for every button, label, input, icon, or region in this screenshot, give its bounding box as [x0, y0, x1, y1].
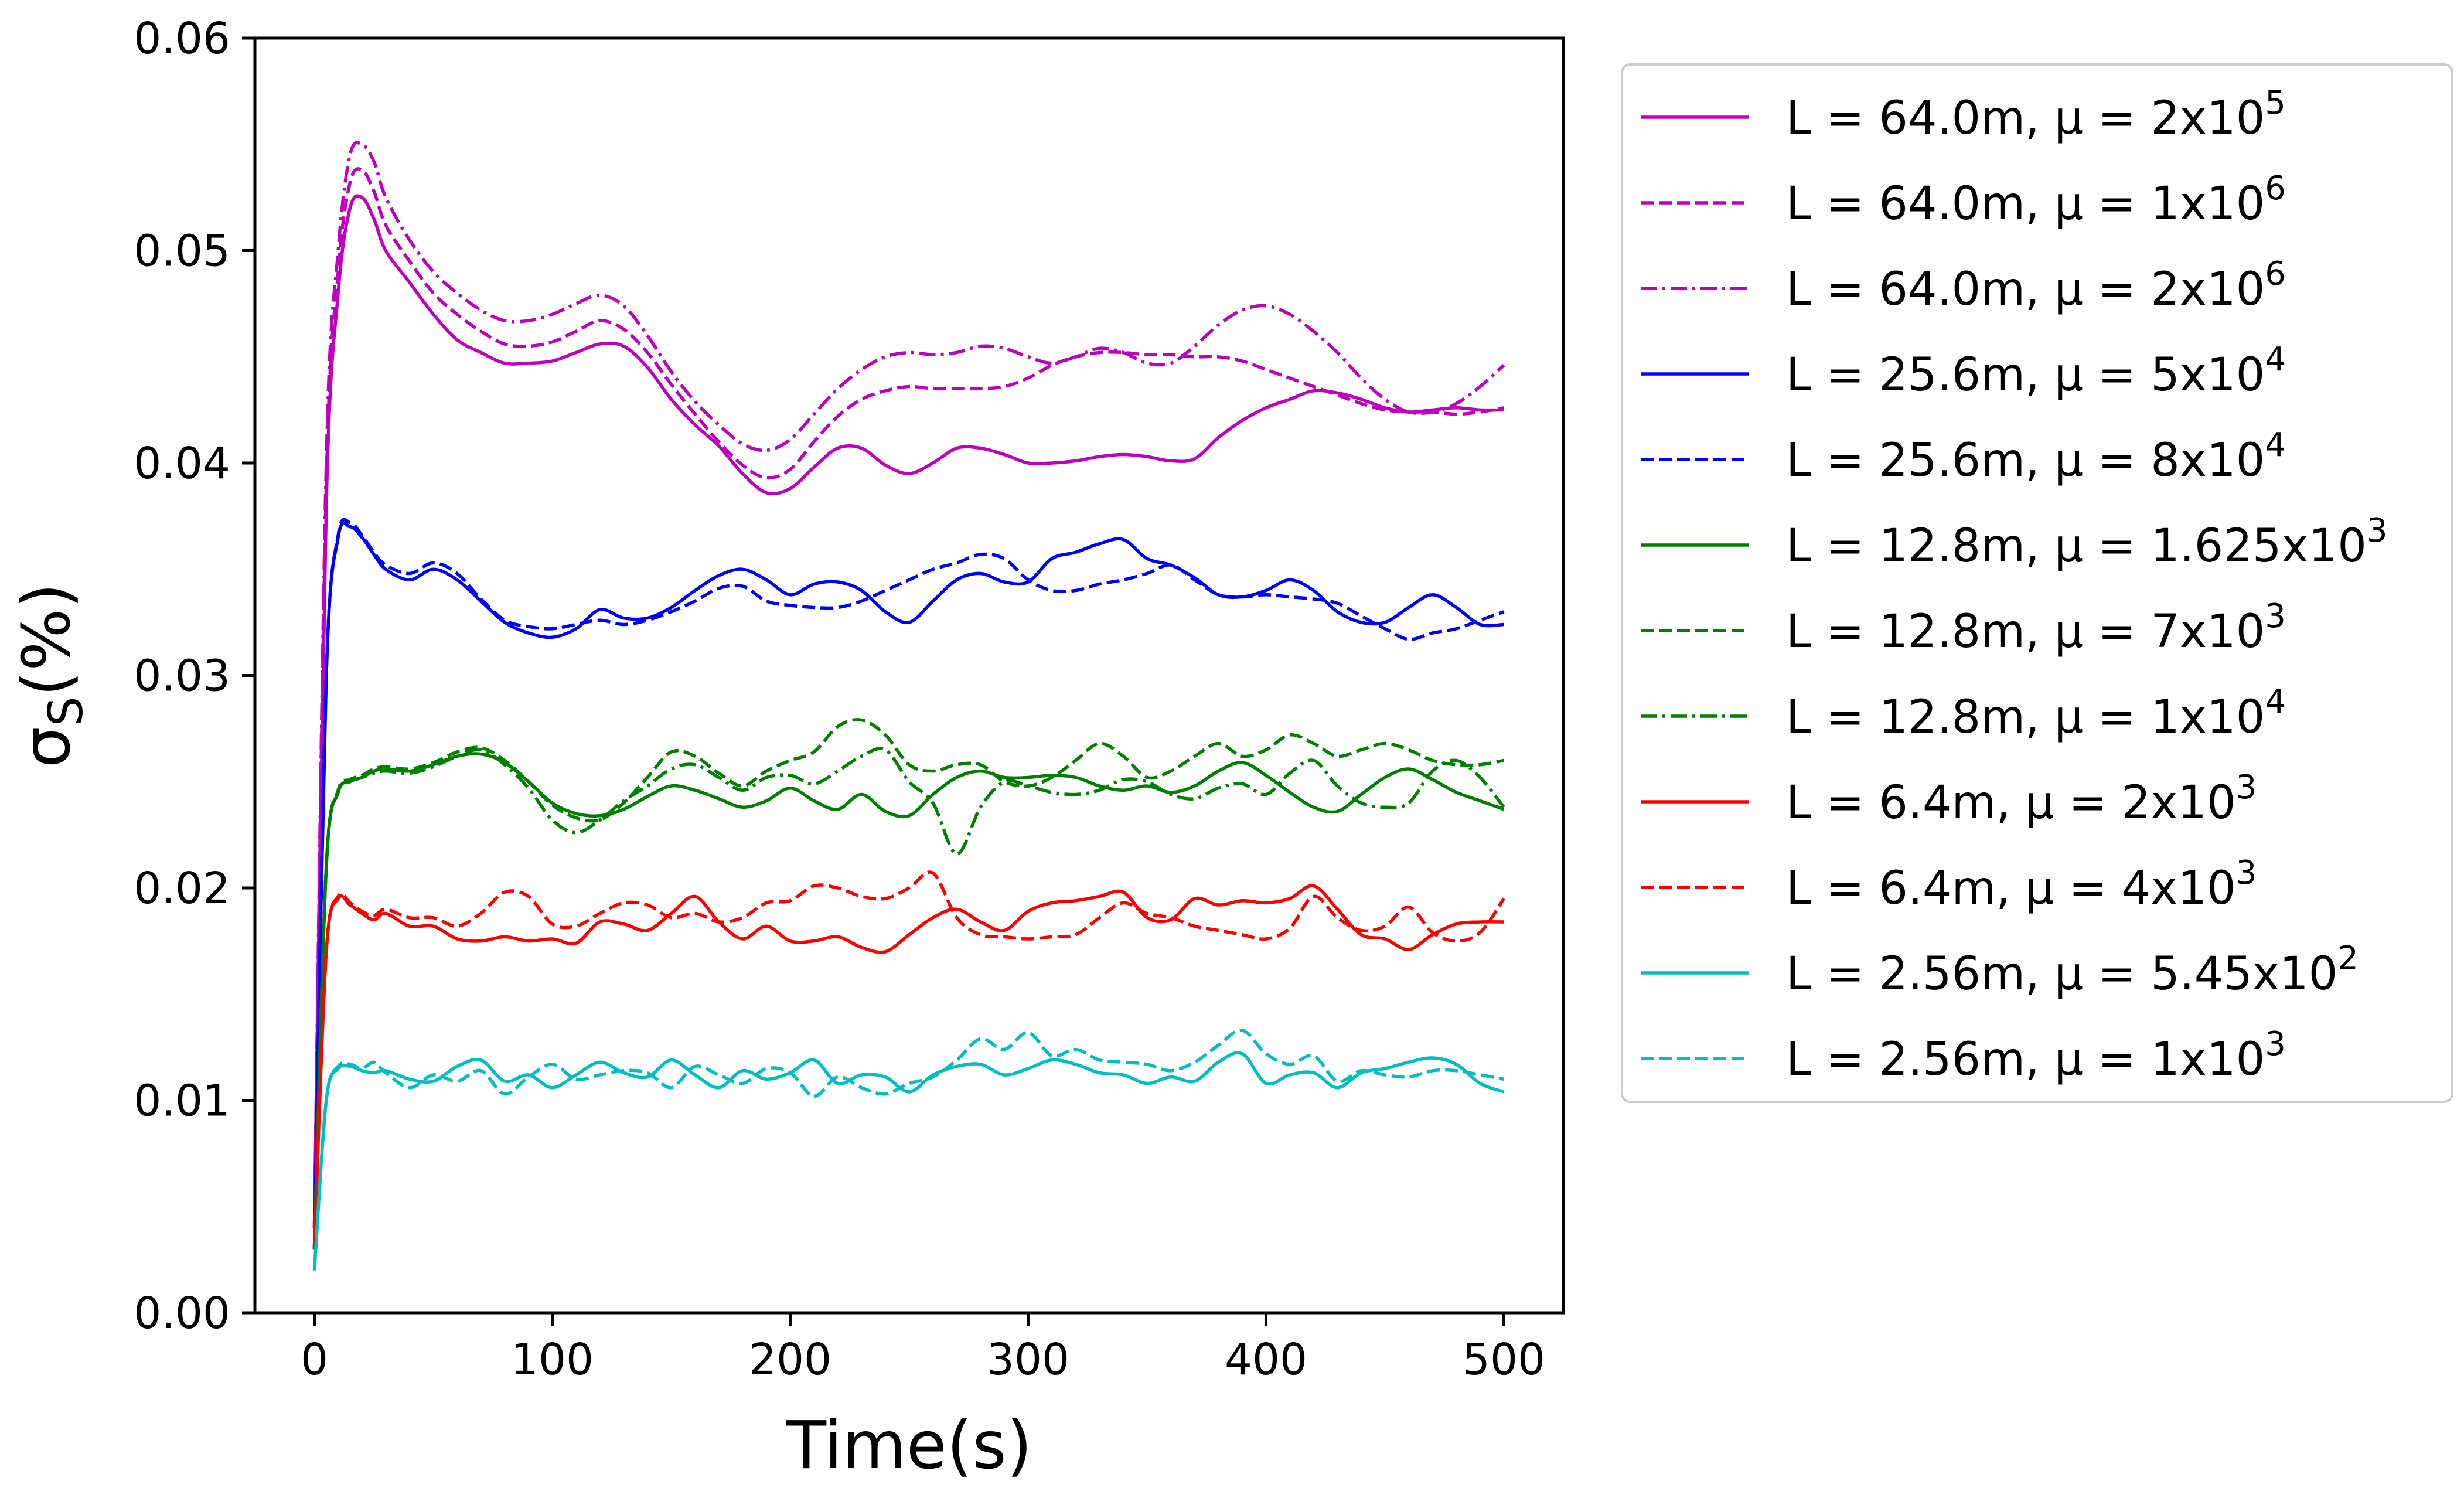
series-line-6	[312, 752, 1505, 1250]
series-line-8	[312, 747, 1505, 1250]
y-tick-label: 0.05	[134, 226, 230, 277]
y-axis-title: σS(%)	[9, 583, 93, 768]
legend-label-11: L = 2.56m, μ = 5.45x102	[1786, 939, 2359, 1000]
series-line-11	[312, 1051, 1505, 1271]
x-tick-label: 200	[749, 1335, 831, 1385]
y-tick-label: 0.00	[134, 1288, 230, 1339]
series-layer	[312, 141, 1505, 1271]
series-line-9	[312, 884, 1504, 1250]
legend-label-1: L = 64.0m, μ = 2x105	[1786, 84, 2286, 145]
legend-label-2: L = 64.0m, μ = 1x106	[1786, 169, 2286, 230]
legend: L = 64.0m, μ = 2x105 L = 64.0m, μ = 1x106…	[1621, 63, 2453, 1103]
legend-label-6: L = 12.8m, μ = 1.625x103	[1786, 512, 2388, 573]
plot-frame	[253, 36, 1565, 1315]
series-line-3	[312, 141, 1505, 1228]
plot-area: 0 100 200 300 400 500 0.000.010.020.030.040.0…	[134, 13, 1565, 1385]
y-tick-label: 0.02	[134, 863, 230, 914]
x-tick-label: 500	[1463, 1335, 1545, 1385]
x-axis-title: Time(s)	[786, 1408, 1032, 1484]
legend-label-4: L = 25.6m, μ = 5x104	[1786, 341, 2286, 401]
series-line-12	[312, 1029, 1505, 1271]
x-tick-label: 0	[301, 1335, 328, 1385]
series-line-10	[312, 870, 1505, 1250]
series-line-7	[312, 718, 1504, 1250]
y-tick-label: 0.01	[134, 1076, 230, 1126]
series-line-5	[312, 518, 1505, 1250]
y-tick-label: 0.04	[134, 438, 230, 489]
y-tick-label: 0.06	[134, 13, 230, 64]
y-tick-label: 0.03	[134, 651, 230, 702]
legend-label-10: L = 6.4m, μ = 4x103	[1786, 854, 2257, 915]
y-axis-title-unit: (%)	[9, 583, 85, 697]
x-tick-label: 300	[987, 1335, 1069, 1385]
legend-label-5: L = 25.6m, μ = 8x104	[1786, 426, 2286, 487]
y-axis-title-subscript: S	[39, 697, 93, 727]
legend-box	[1621, 63, 2453, 1103]
legend-label-8: L = 12.8m, μ = 1x104	[1786, 683, 2286, 744]
x-tick-label: 400	[1225, 1335, 1307, 1385]
legend-label-3: L = 64.0m, μ = 2x106	[1786, 255, 2286, 316]
x-tick-label: 100	[511, 1335, 594, 1385]
series-line-4	[312, 521, 1504, 1250]
legend-label-12: L = 2.56m, μ = 1x103	[1786, 1025, 2286, 1086]
y-axis-title-symbol: σ	[9, 726, 85, 768]
legend-items: L = 64.0m, μ = 2x105 L = 64.0m, μ = 1x106…	[1641, 84, 2388, 1086]
series-line-2	[312, 167, 1504, 1228]
x-axis: 0 100 200 300 400 500	[301, 1313, 1545, 1385]
y-axis: 0.00 0.01 0.02 0.03 0.04 0.05 0.06	[134, 13, 255, 1339]
legend-label-9: L = 6.4m, μ = 2x103	[1786, 768, 2257, 829]
series-line-1	[312, 194, 1504, 1228]
legend-label-7: L = 12.8m, μ = 7x103	[1786, 597, 2286, 658]
